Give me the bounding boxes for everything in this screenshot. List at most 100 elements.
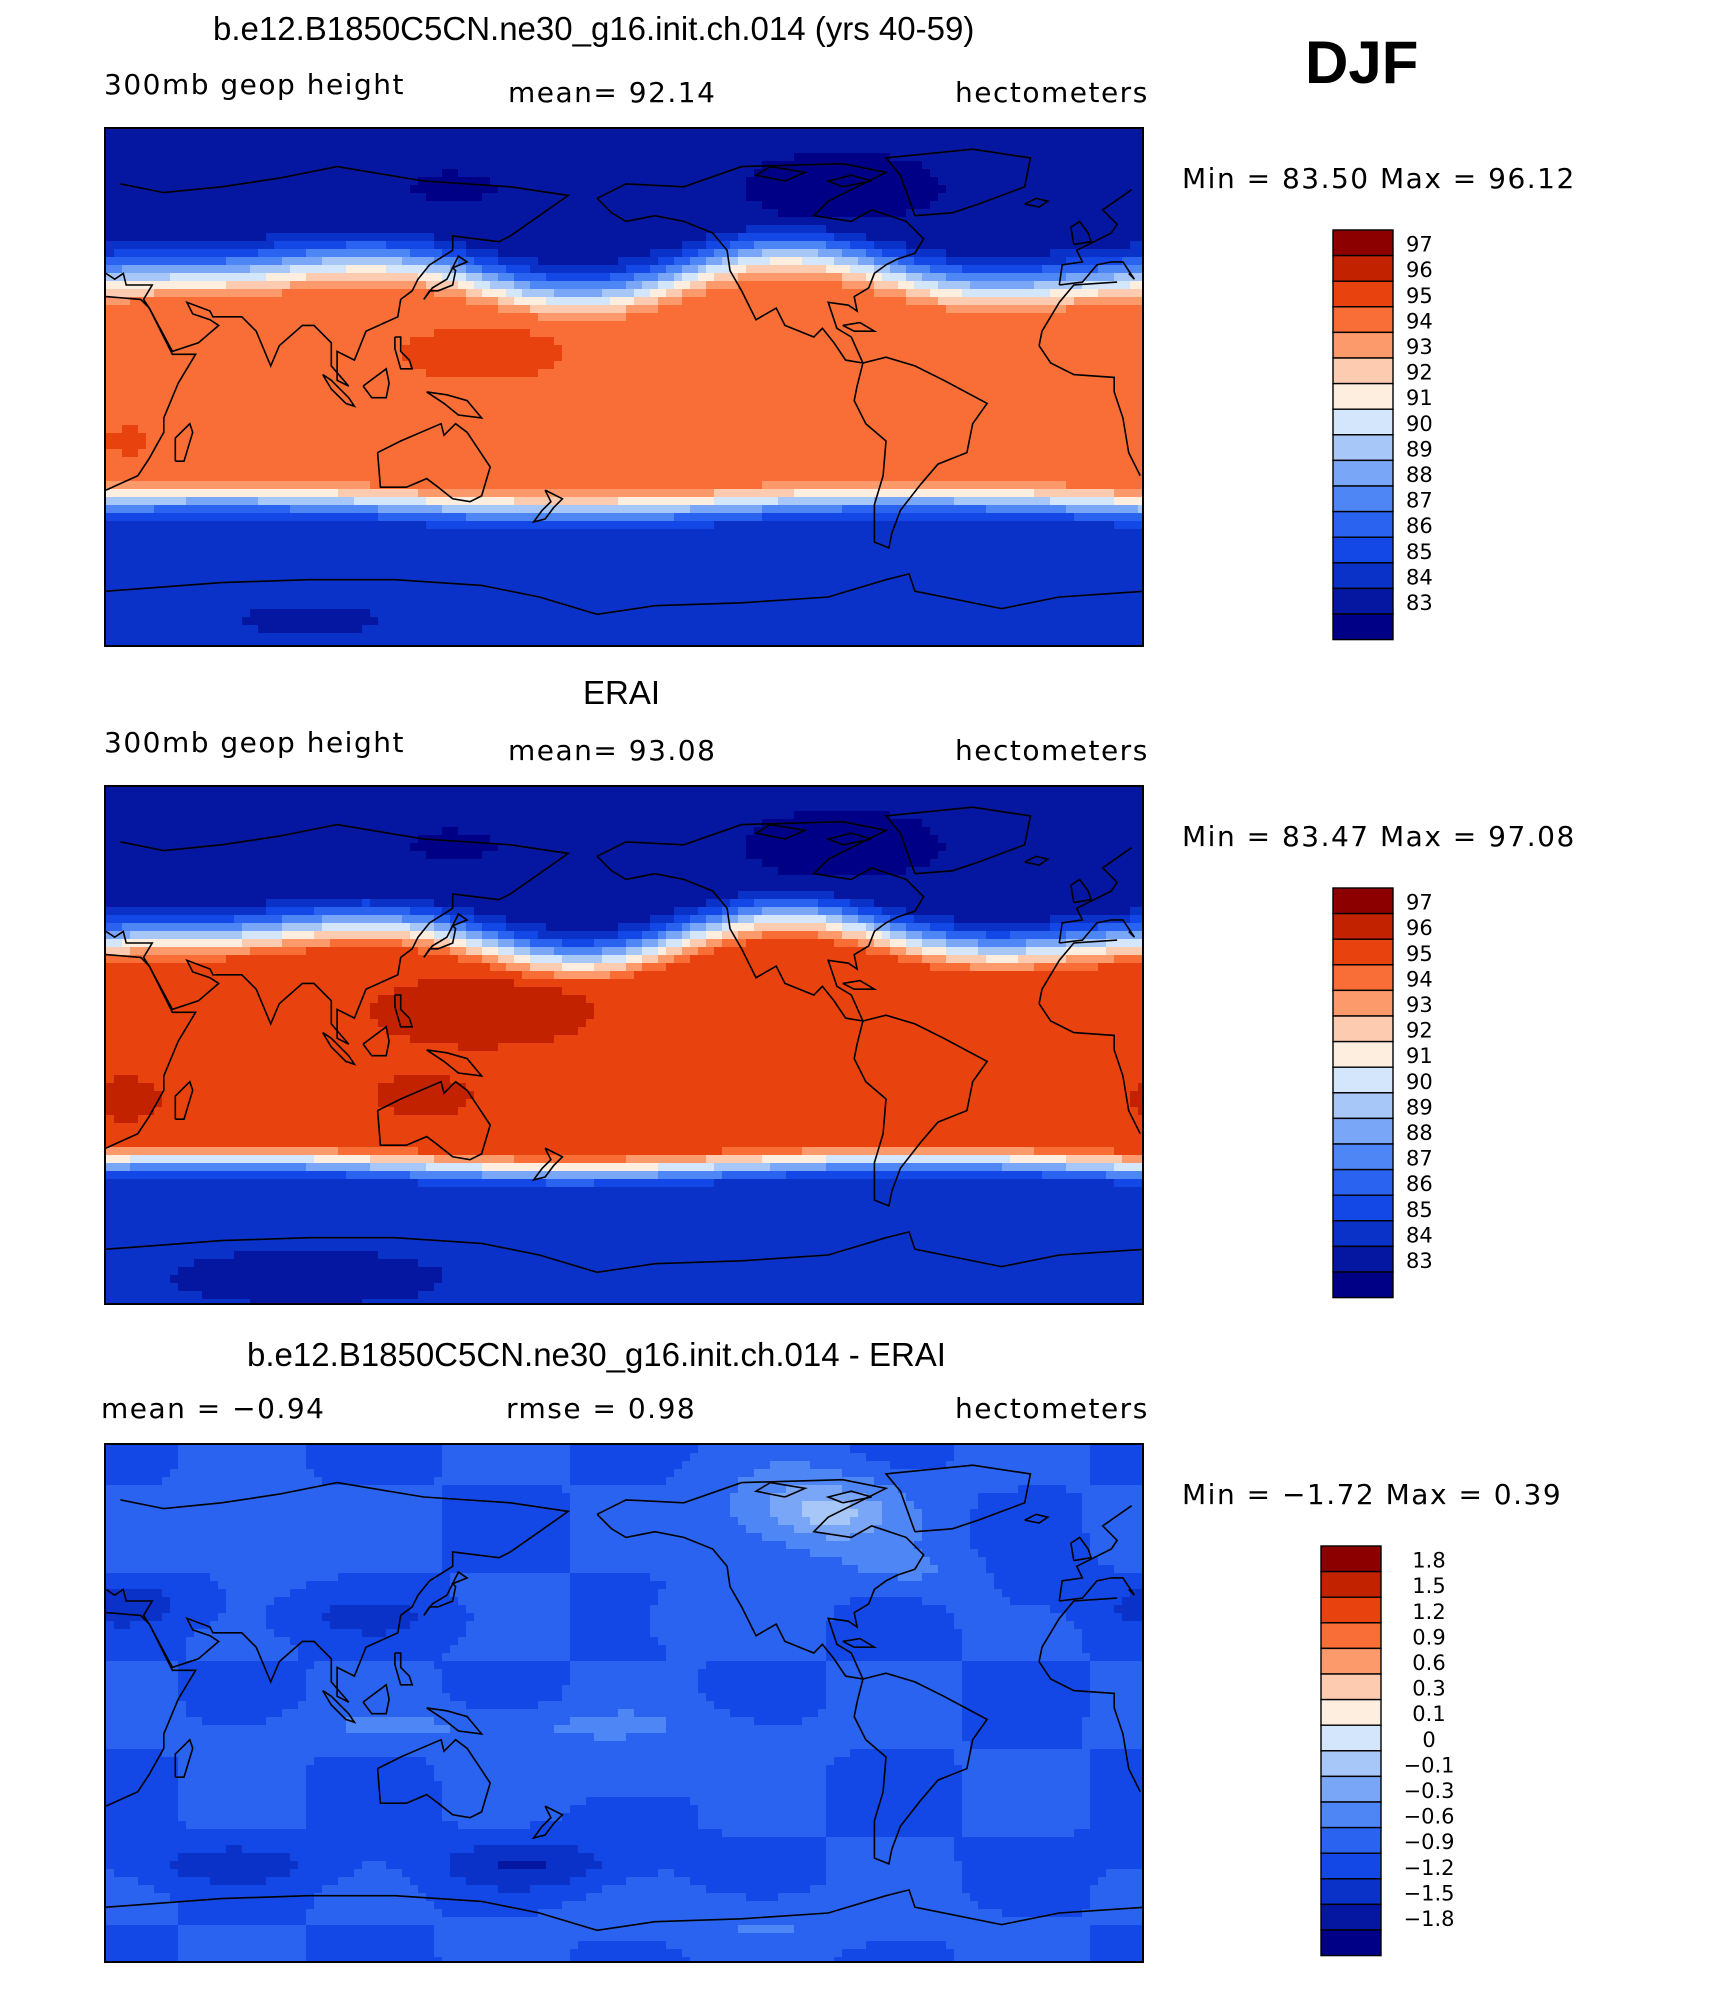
panel-3-left-label: mean = −0.94 xyxy=(101,1392,325,1425)
colorbar-box xyxy=(1332,1220,1394,1248)
coastlines xyxy=(106,148,1142,616)
colorbar-tick-label: −1.8 xyxy=(1404,1907,1455,1931)
colorbar-tick-label: 88 xyxy=(1406,1121,1433,1145)
panel-1-title: b.e12.B1850C5CN.ne30_g16.init.ch.014 (yr… xyxy=(213,10,974,48)
panel-1-minmax: Min = 83.50 Max = 96.12 xyxy=(1182,162,1576,195)
colorbar-box xyxy=(1320,1852,1382,1880)
colorbar-tick-label: 86 xyxy=(1406,1172,1433,1196)
coastline xyxy=(376,1738,492,1819)
coastline xyxy=(106,165,1136,387)
colorbar-box xyxy=(1320,1698,1382,1726)
coastline xyxy=(376,1080,492,1161)
coastline xyxy=(1024,855,1050,866)
colorbar-tick-label: 95 xyxy=(1406,284,1433,308)
colorbar-box xyxy=(1332,254,1394,282)
colorbar-box xyxy=(1332,1117,1394,1145)
panel-2-colorbar: 97 96 95 94 93 92 91 90 89 88 87 86 85 84 83 xyxy=(1332,887,1482,1299)
colorbar-tick-label: 89 xyxy=(1406,437,1433,461)
colorbar-tick-label: −1.2 xyxy=(1404,1856,1455,1880)
colorbar-tick-label: 91 xyxy=(1406,386,1433,410)
colorbar-tick-label: 0 xyxy=(1422,1728,1435,1752)
coastline xyxy=(423,254,469,300)
colorbar-tick-label: 0.1 xyxy=(1412,1702,1445,1726)
colorbar-box xyxy=(1332,1015,1394,1043)
colorbar-box xyxy=(1332,1271,1394,1299)
coastline xyxy=(753,165,808,182)
panel-1-center-label: mean= 92.14 xyxy=(508,76,716,109)
colorbar-tick-label: 0.3 xyxy=(1412,1677,1445,1701)
coastline xyxy=(322,373,357,408)
panel-2-minmax: Min = 83.47 Max = 97.08 xyxy=(1182,820,1576,853)
colorbar-tick-label: 92 xyxy=(1406,361,1433,385)
coastline xyxy=(174,422,194,462)
colorbar-box xyxy=(1332,989,1394,1017)
coastline xyxy=(394,1652,414,1686)
colorbar-tick-label: 94 xyxy=(1406,309,1433,333)
colorbar-box xyxy=(1332,434,1394,462)
coastline xyxy=(106,1597,1141,1807)
colorbar-box xyxy=(1320,1545,1382,1573)
colorbar-box xyxy=(1332,1066,1394,1094)
colorbar-box xyxy=(1332,912,1394,940)
coastline xyxy=(884,1464,1032,1533)
colorbar-tick-label: 96 xyxy=(1406,916,1433,940)
coastlines xyxy=(106,806,1142,1274)
coastline xyxy=(106,939,1141,1149)
colorbar-box xyxy=(1332,510,1394,538)
coastline xyxy=(842,979,878,990)
colorbar-tick-label: 83 xyxy=(1406,591,1433,615)
coastline xyxy=(884,148,1032,217)
coastline xyxy=(1024,1513,1050,1524)
colorbar-box xyxy=(1332,331,1394,359)
panel-1-map xyxy=(104,127,1144,647)
coastline xyxy=(853,356,989,549)
colorbar-box xyxy=(1332,485,1394,513)
colorbar-box xyxy=(1332,280,1394,308)
coastline xyxy=(322,1689,357,1724)
colorbar-tick-label: 89 xyxy=(1406,1095,1433,1119)
colorbar-tick-label: −0.1 xyxy=(1404,1753,1455,1777)
coastline xyxy=(825,832,872,846)
colorbar-box xyxy=(1320,1673,1382,1701)
coastline xyxy=(106,1888,1142,1932)
colorbar-tick-label: 87 xyxy=(1406,1147,1433,1171)
panel-1-left-label: 300mb geop height xyxy=(104,68,405,101)
colorbar-box xyxy=(1332,382,1394,410)
colorbar-box xyxy=(1332,587,1394,615)
field-cells xyxy=(106,129,1142,645)
colorbar-tick-label: 85 xyxy=(1406,1198,1433,1222)
colorbar-tick-label: 84 xyxy=(1406,565,1433,589)
colorbar-tick-label: 1.8 xyxy=(1412,1549,1445,1573)
panel-2-map-svg xyxy=(106,787,1142,1303)
colorbar-box xyxy=(1332,562,1394,590)
coastline xyxy=(426,1707,484,1735)
colorbar-box xyxy=(1332,1143,1394,1171)
panel-2-title: ERAI xyxy=(583,674,660,712)
coastline xyxy=(376,422,492,503)
coastline xyxy=(753,1481,808,1498)
field-cells xyxy=(106,787,1142,1303)
coastline xyxy=(842,1637,878,1648)
colorbar-box xyxy=(1320,1775,1382,1803)
colorbar-box xyxy=(1320,1903,1382,1931)
panel-1-colorbar: 97 96 95 94 93 92 91 90 89 88 87 86 85 84 83 xyxy=(1332,229,1482,641)
coastline xyxy=(753,823,808,840)
coastline xyxy=(1070,878,1093,904)
colorbar-box xyxy=(1332,1168,1394,1196)
colorbar-tick-label: 1.5 xyxy=(1412,1574,1445,1598)
colorbar-box xyxy=(1320,1878,1382,1906)
colorbar-tick-label: 83 xyxy=(1406,1249,1433,1273)
coastline xyxy=(531,489,564,524)
panel-3-map-svg xyxy=(106,1445,1142,1961)
coastline xyxy=(423,912,469,958)
colorbar-tick-label: 88 xyxy=(1406,463,1433,487)
coastline xyxy=(426,391,484,419)
colorbar-box xyxy=(1332,887,1394,915)
colorbar-box xyxy=(1320,1622,1382,1650)
coastline xyxy=(106,1230,1142,1274)
coastline xyxy=(106,572,1142,616)
colorbar-box xyxy=(1332,1040,1394,1068)
colorbar-box xyxy=(1320,1724,1382,1752)
